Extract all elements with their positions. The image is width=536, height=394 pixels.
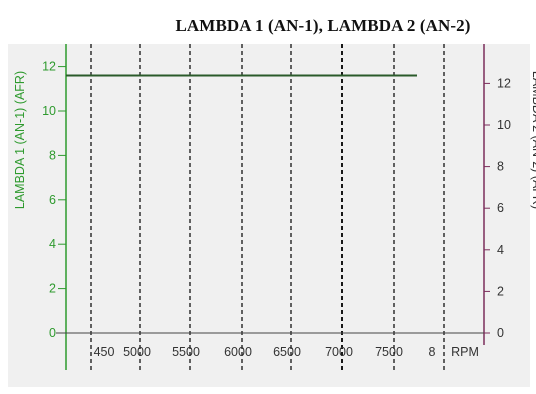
left-tick-label: 10 <box>42 104 56 118</box>
right-tick-label: 4 <box>497 243 504 257</box>
left-tick-label: 4 <box>49 237 56 251</box>
plot-background <box>8 44 530 387</box>
x-tick-label: 5000 <box>123 345 151 359</box>
right-axis-title: LAMBDA 2 (AN-2) (AFR) <box>530 71 536 209</box>
grid-lines <box>90 44 445 372</box>
chart-title: LAMBDA 1 (AN-1), LAMBDA 2 (AN-2) <box>175 16 471 35</box>
left-axis-title: LAMBDA 1 (AN-1) (AFR) <box>13 71 27 209</box>
x-tick-label: 7000 <box>325 345 353 359</box>
x-axis: 450 5000 5500 6000 6500 7000 7500 8 RPM <box>56 332 484 359</box>
left-tick-label: 6 <box>49 193 56 207</box>
right-tick-label: 12 <box>497 76 511 90</box>
left-tick-label: 0 <box>49 326 56 340</box>
x-tick-label: 5500 <box>172 345 200 359</box>
left-tick-label: 8 <box>49 148 56 162</box>
right-tick-label: 2 <box>497 284 504 298</box>
right-tick-label: 10 <box>497 118 511 132</box>
right-tick-label: 6 <box>497 201 504 215</box>
right-tick-label: 0 <box>497 326 504 340</box>
x-tick-label: 8 <box>429 345 436 359</box>
right-tick-label: 8 <box>497 160 504 174</box>
left-tick-label: 2 <box>49 282 56 296</box>
x-axis-title: RPM <box>451 345 479 359</box>
x-tick-label: 450 <box>94 345 115 359</box>
x-tick-label: 6500 <box>273 345 301 359</box>
x-tick-label: 7500 <box>375 345 403 359</box>
x-tick-label: 6000 <box>224 345 252 359</box>
right-y-axis: 0 2 4 6 8 10 12 LAMBDA 2 (AN-2) (AFR) <box>483 44 536 345</box>
left-y-axis: 0 2 4 6 8 10 12 LAMBDA 1 (AN-1) (AFR) <box>13 44 67 370</box>
left-tick-label: 12 <box>42 60 56 74</box>
